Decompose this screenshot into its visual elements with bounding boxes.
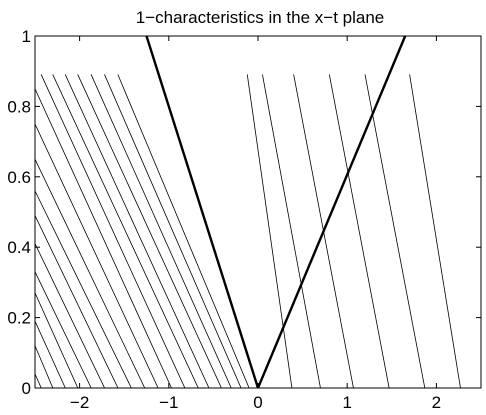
x-tick-label: 0 — [253, 393, 262, 412]
characteristic-line-2 — [117, 74, 250, 388]
y-axis: 0 0.2 0.4 0.6 0.8 1 — [7, 27, 481, 398]
x-tick-label: −2 — [70, 393, 89, 412]
chart-title: 1−characteristics in the x−t plane — [136, 8, 385, 27]
characteristic-line-16 — [35, 292, 79, 388]
characteristic-line-7 — [52, 74, 199, 388]
characteristic-line-10 — [35, 123, 159, 388]
characteristic-line-24 — [364, 74, 426, 388]
characteristic-line-5 — [77, 74, 222, 388]
characteristic-line-13 — [35, 215, 119, 388]
characteristic-line-25 — [409, 74, 461, 388]
characteristic-line-8 — [40, 74, 186, 388]
characteristic-line-20 — [246, 74, 293, 388]
y-tick-label: 0.6 — [7, 168, 31, 187]
characteristic-line-18 — [35, 345, 54, 388]
characteristic-line-21 — [262, 74, 321, 388]
y-tick-label: 1 — [22, 27, 31, 46]
shock-line-1 — [256, 36, 407, 388]
x-axis: −2 −1 0 1 2 — [70, 36, 441, 412]
characteristic-line-14 — [35, 243, 105, 388]
y-tick-label: 0 — [22, 379, 31, 398]
characteristic-line-4 — [90, 74, 232, 388]
characteristic-line-19 — [35, 373, 42, 388]
x-tick-label: −1 — [159, 393, 178, 412]
characteristic-line-15 — [35, 271, 92, 388]
characteristic-line-6 — [64, 74, 210, 388]
characteristic-line-22 — [293, 74, 354, 388]
shock-line-0 — [145, 36, 260, 388]
characteristic-line-3 — [104, 74, 242, 388]
characteristic-line-17 — [35, 320, 66, 388]
y-tick-label: 0.4 — [7, 238, 31, 257]
x-tick-label: 2 — [432, 393, 441, 412]
characteristic-line-12 — [35, 190, 132, 388]
x-tick-label: 1 — [342, 393, 351, 412]
characteristic-line-9 — [35, 88, 172, 388]
series-layer — [35, 36, 461, 388]
plot-area — [35, 36, 481, 388]
characteristic-line-11 — [35, 158, 146, 388]
y-tick-label: 0.8 — [7, 97, 31, 116]
characteristic-line-23 — [328, 74, 390, 388]
y-tick-label: 0.2 — [7, 309, 31, 328]
